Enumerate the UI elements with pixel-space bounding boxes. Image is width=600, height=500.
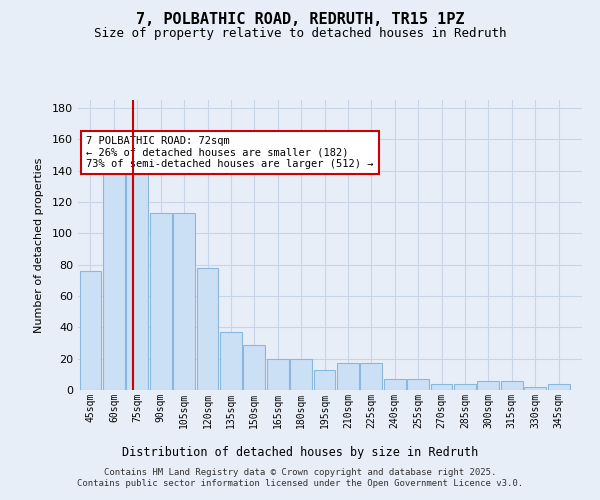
- Bar: [478, 380, 499, 390]
- Text: 7, POLBATHIC ROAD, REDRUTH, TR15 1PZ: 7, POLBATHIC ROAD, REDRUTH, TR15 1PZ: [136, 12, 464, 28]
- Bar: [548, 384, 569, 390]
- Bar: [80, 271, 101, 390]
- Bar: [244, 344, 265, 390]
- Bar: [150, 213, 172, 390]
- Bar: [337, 364, 359, 390]
- Text: 7 POLBATHIC ROAD: 72sqm
← 26% of detached houses are smaller (182)
73% of semi-d: 7 POLBATHIC ROAD: 72sqm ← 26% of detache…: [86, 136, 373, 170]
- Text: Contains HM Land Registry data © Crown copyright and database right 2025.
Contai: Contains HM Land Registry data © Crown c…: [77, 468, 523, 487]
- Bar: [173, 213, 195, 390]
- Bar: [197, 268, 218, 390]
- Bar: [431, 384, 452, 390]
- Text: Distribution of detached houses by size in Redruth: Distribution of detached houses by size …: [122, 446, 478, 459]
- Bar: [407, 379, 429, 390]
- Bar: [454, 384, 476, 390]
- Bar: [501, 380, 523, 390]
- Bar: [127, 156, 148, 390]
- Bar: [361, 364, 382, 390]
- Bar: [524, 387, 546, 390]
- Bar: [290, 358, 312, 390]
- Bar: [267, 358, 289, 390]
- Bar: [220, 332, 242, 390]
- Text: Size of property relative to detached houses in Redruth: Size of property relative to detached ho…: [94, 28, 506, 40]
- Bar: [103, 162, 125, 390]
- Bar: [384, 379, 406, 390]
- Bar: [314, 370, 335, 390]
- Y-axis label: Number of detached properties: Number of detached properties: [34, 158, 44, 332]
